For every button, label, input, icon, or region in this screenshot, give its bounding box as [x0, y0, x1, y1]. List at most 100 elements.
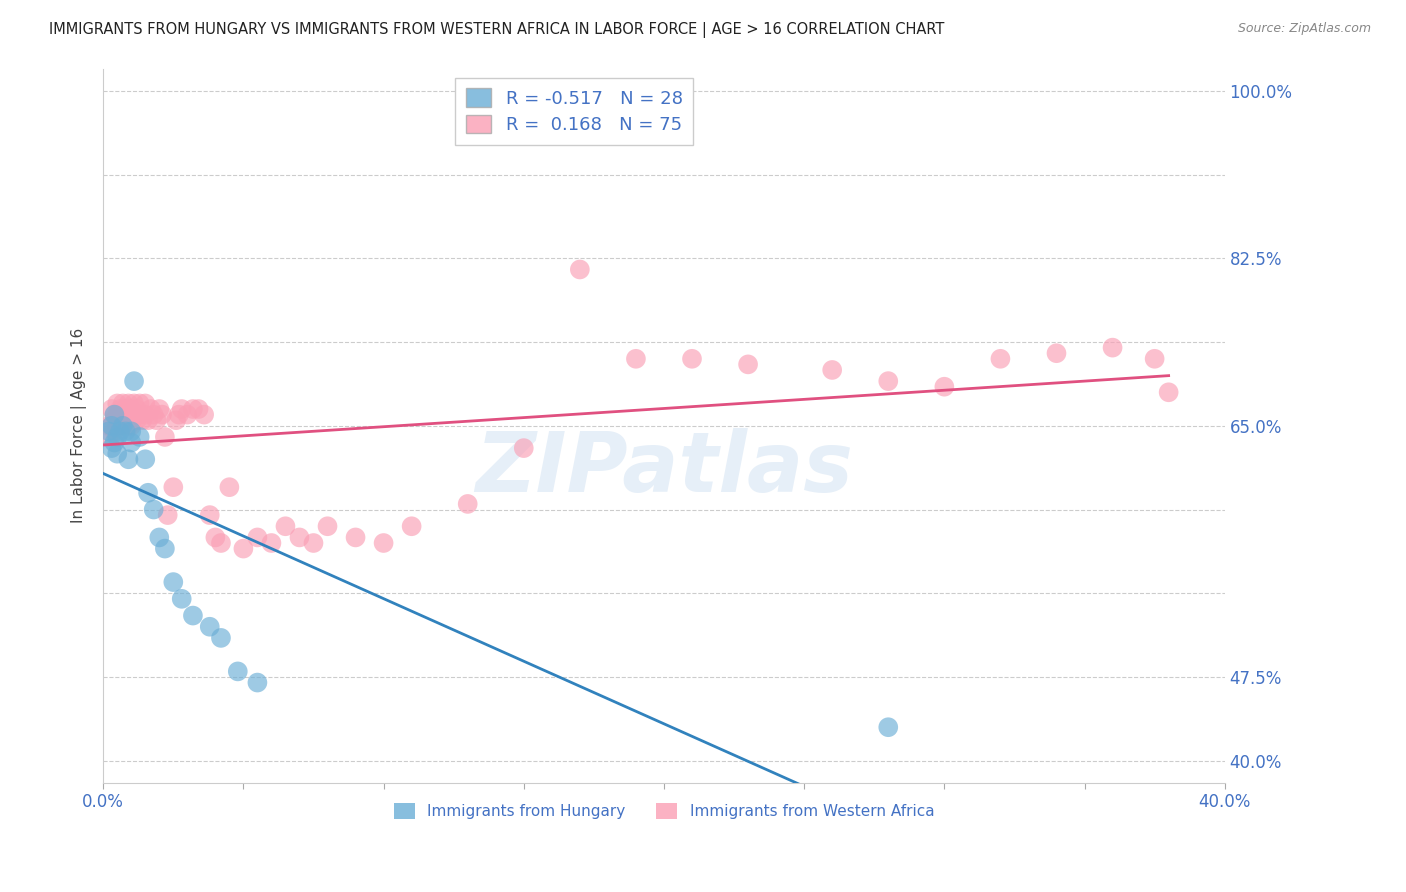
- Point: [131, 413, 153, 427]
- Point: [181, 402, 204, 417]
- Point: [117, 418, 139, 433]
- Point: [105, 418, 128, 433]
- Point: [111, 408, 134, 422]
- Legend: Immigrants from Hungary, Immigrants from Western Africa: Immigrants from Hungary, Immigrants from…: [388, 797, 941, 825]
- Point: [103, 408, 125, 422]
- Point: [97, 425, 120, 439]
- Point: [142, 502, 165, 516]
- Point: [218, 480, 240, 494]
- Point: [111, 413, 134, 427]
- Point: [401, 519, 423, 533]
- Point: [246, 530, 269, 544]
- Point: [344, 530, 367, 544]
- Point: [302, 536, 325, 550]
- Point: [260, 536, 283, 550]
- Point: [316, 519, 339, 533]
- Point: [187, 402, 209, 417]
- Point: [108, 408, 131, 422]
- Point: [167, 408, 190, 422]
- Point: [103, 413, 125, 427]
- Point: [274, 519, 297, 533]
- Text: ZIPatlas: ZIPatlas: [475, 428, 853, 509]
- Point: [457, 497, 479, 511]
- Point: [97, 418, 120, 433]
- Point: [100, 418, 122, 433]
- Point: [134, 408, 156, 422]
- Text: IMMIGRANTS FROM HUNGARY VS IMMIGRANTS FROM WESTERN AFRICA IN LABOR FORCE | AGE >: IMMIGRANTS FROM HUNGARY VS IMMIGRANTS FR…: [49, 22, 945, 38]
- Point: [117, 396, 139, 410]
- Point: [198, 508, 221, 522]
- Point: [624, 351, 647, 366]
- Point: [170, 591, 193, 606]
- Point: [198, 620, 221, 634]
- Point: [145, 413, 167, 427]
- Point: [122, 408, 145, 422]
- Point: [103, 408, 125, 422]
- Point: [139, 402, 162, 417]
- Point: [1157, 385, 1180, 400]
- Point: [568, 262, 591, 277]
- Point: [162, 575, 184, 590]
- Point: [103, 425, 125, 439]
- Point: [125, 402, 148, 417]
- Point: [97, 430, 120, 444]
- Point: [134, 396, 156, 410]
- Point: [100, 441, 122, 455]
- Point: [681, 351, 703, 366]
- Point: [373, 536, 395, 550]
- Point: [990, 351, 1012, 366]
- Point: [105, 447, 128, 461]
- Point: [1101, 341, 1123, 355]
- Point: [117, 452, 139, 467]
- Point: [105, 430, 128, 444]
- Point: [122, 374, 145, 388]
- Point: [128, 430, 150, 444]
- Point: [153, 430, 176, 444]
- Point: [111, 396, 134, 410]
- Point: [150, 408, 173, 422]
- Point: [114, 402, 136, 417]
- Point: [114, 413, 136, 427]
- Point: [165, 413, 187, 427]
- Point: [232, 541, 254, 556]
- Point: [226, 665, 249, 679]
- Point: [148, 402, 170, 417]
- Point: [114, 425, 136, 439]
- Point: [136, 485, 159, 500]
- Point: [142, 408, 165, 422]
- Point: [209, 536, 232, 550]
- Point: [128, 396, 150, 410]
- Point: [108, 402, 131, 417]
- Point: [120, 418, 142, 433]
- Text: Source: ZipAtlas.com: Source: ZipAtlas.com: [1237, 22, 1371, 36]
- Point: [134, 452, 156, 467]
- Point: [125, 413, 148, 427]
- Point: [105, 396, 128, 410]
- Point: [156, 508, 179, 522]
- Point: [162, 480, 184, 494]
- Point: [103, 435, 125, 450]
- Point: [100, 402, 122, 417]
- Point: [153, 541, 176, 556]
- Point: [128, 408, 150, 422]
- Point: [122, 396, 145, 410]
- Point: [111, 418, 134, 433]
- Point: [120, 402, 142, 417]
- Point: [821, 363, 844, 377]
- Point: [108, 418, 131, 433]
- Point: [108, 425, 131, 439]
- Point: [1143, 351, 1166, 366]
- Point: [120, 425, 142, 439]
- Point: [737, 357, 759, 371]
- Point: [181, 608, 204, 623]
- Point: [513, 441, 536, 455]
- Point: [136, 413, 159, 427]
- Point: [877, 374, 900, 388]
- Point: [105, 408, 128, 422]
- Point: [148, 530, 170, 544]
- Point: [288, 530, 311, 544]
- Point: [204, 530, 226, 544]
- Point: [209, 631, 232, 645]
- Point: [193, 408, 215, 422]
- Point: [120, 435, 142, 450]
